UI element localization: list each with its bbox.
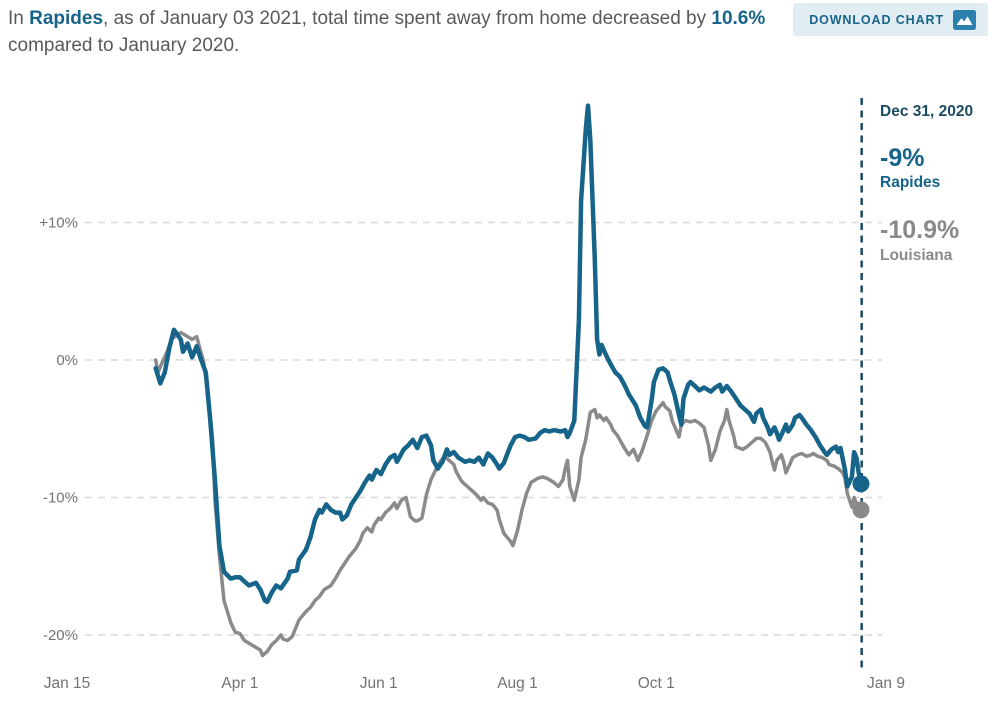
series-line-rapides — [153, 103, 864, 605]
chart-annotation-panel: Dec 31, 2020 -9% Rapides -10.9% Louisian… — [880, 103, 986, 290]
summary-change-value: 10.6% — [711, 8, 766, 29]
chart-summary-sentence: In Rapides, as of January 03 2021, total… — [8, 5, 808, 59]
summary-suffix: compared to January 2020. — [8, 35, 240, 56]
x-tick-label: Jan 9 — [867, 675, 905, 692]
y-tick-label: -10% — [43, 490, 78, 507]
louisiana-value: -10.9% — [880, 216, 960, 245]
louisiana-label: Louisiana — [880, 246, 953, 264]
download-chart-label: DOWNLOAD CHART — [809, 12, 944, 27]
x-tick-label: Oct 1 — [638, 675, 675, 692]
download-chart-button[interactable]: DOWNLOAD CHART — [793, 3, 988, 36]
x-tick-label: Apr 1 — [221, 675, 258, 692]
y-tick-label: 0% — [56, 352, 78, 369]
summary-middle: , as of January 03 2021, total time spen… — [103, 8, 712, 29]
x-tick-label: Jan 15 — [44, 675, 91, 692]
y-tick-label: +10% — [39, 215, 78, 232]
y-tick-label: -20% — [43, 627, 78, 644]
chart-image-icon — [953, 9, 976, 30]
annotation-date: Dec 31, 2020 — [880, 103, 974, 120]
summary-region-name: Rapides — [29, 8, 104, 29]
end-dot-rapides — [852, 475, 870, 493]
x-tick-label: Jun 1 — [360, 675, 398, 692]
series-line-louisiana — [153, 330, 863, 658]
end-dot-louisiana — [852, 501, 870, 519]
x-tick-label: Aug 1 — [497, 675, 538, 692]
summary-prefix: In — [8, 8, 30, 29]
rapides-value: -9% — [880, 144, 925, 172]
rapides-label: Rapides — [880, 174, 941, 192]
